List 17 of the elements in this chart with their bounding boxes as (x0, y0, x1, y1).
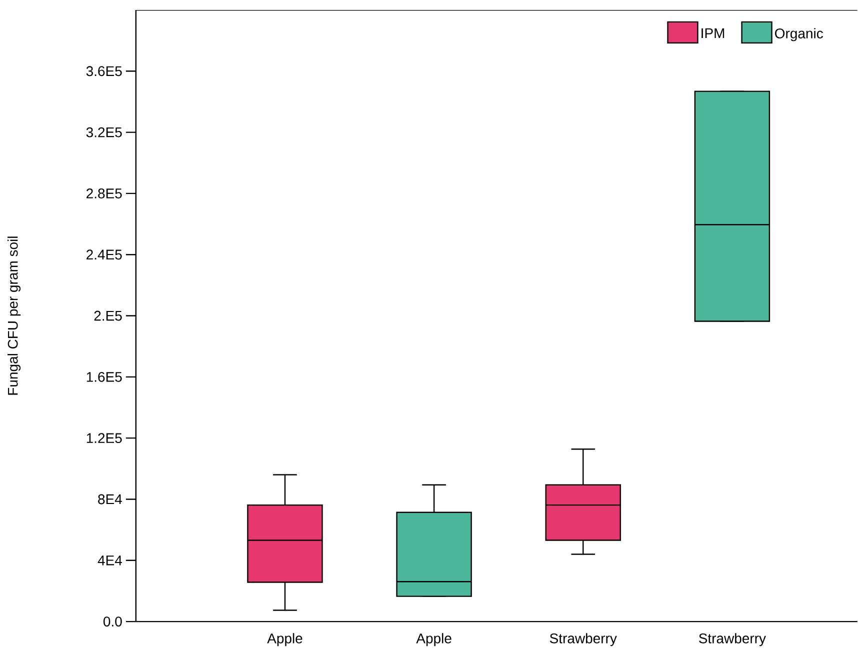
x-tick-label: Apple (267, 632, 302, 646)
x-tick-label: Strawberry (550, 632, 617, 646)
y-tick-label: 3.6E5 (86, 66, 122, 76)
y-tick-label: 1.2E5 (86, 432, 122, 443)
y-tick-label: 3.2E5 (86, 127, 122, 138)
legend-label: Organic (775, 28, 823, 41)
y-tick-label: 2.4E5 (86, 249, 122, 260)
y-axis-title: Fungal CFU per gram soil (8, 236, 21, 394)
y-tick-label: 1.6E5 (86, 372, 122, 382)
x-tick-label: Apple (416, 632, 452, 646)
legend-label: IPM (702, 28, 724, 38)
y-tick-label: 8E4 (98, 494, 122, 504)
y-tick-label: 2.E5 (94, 310, 122, 321)
y-tick-label: 0.0 (103, 616, 122, 626)
y-tick-label: 2.8E5 (86, 188, 122, 198)
x-tick-label: Strawberry (699, 632, 766, 646)
y-tick-label: 4E4 (98, 555, 122, 565)
